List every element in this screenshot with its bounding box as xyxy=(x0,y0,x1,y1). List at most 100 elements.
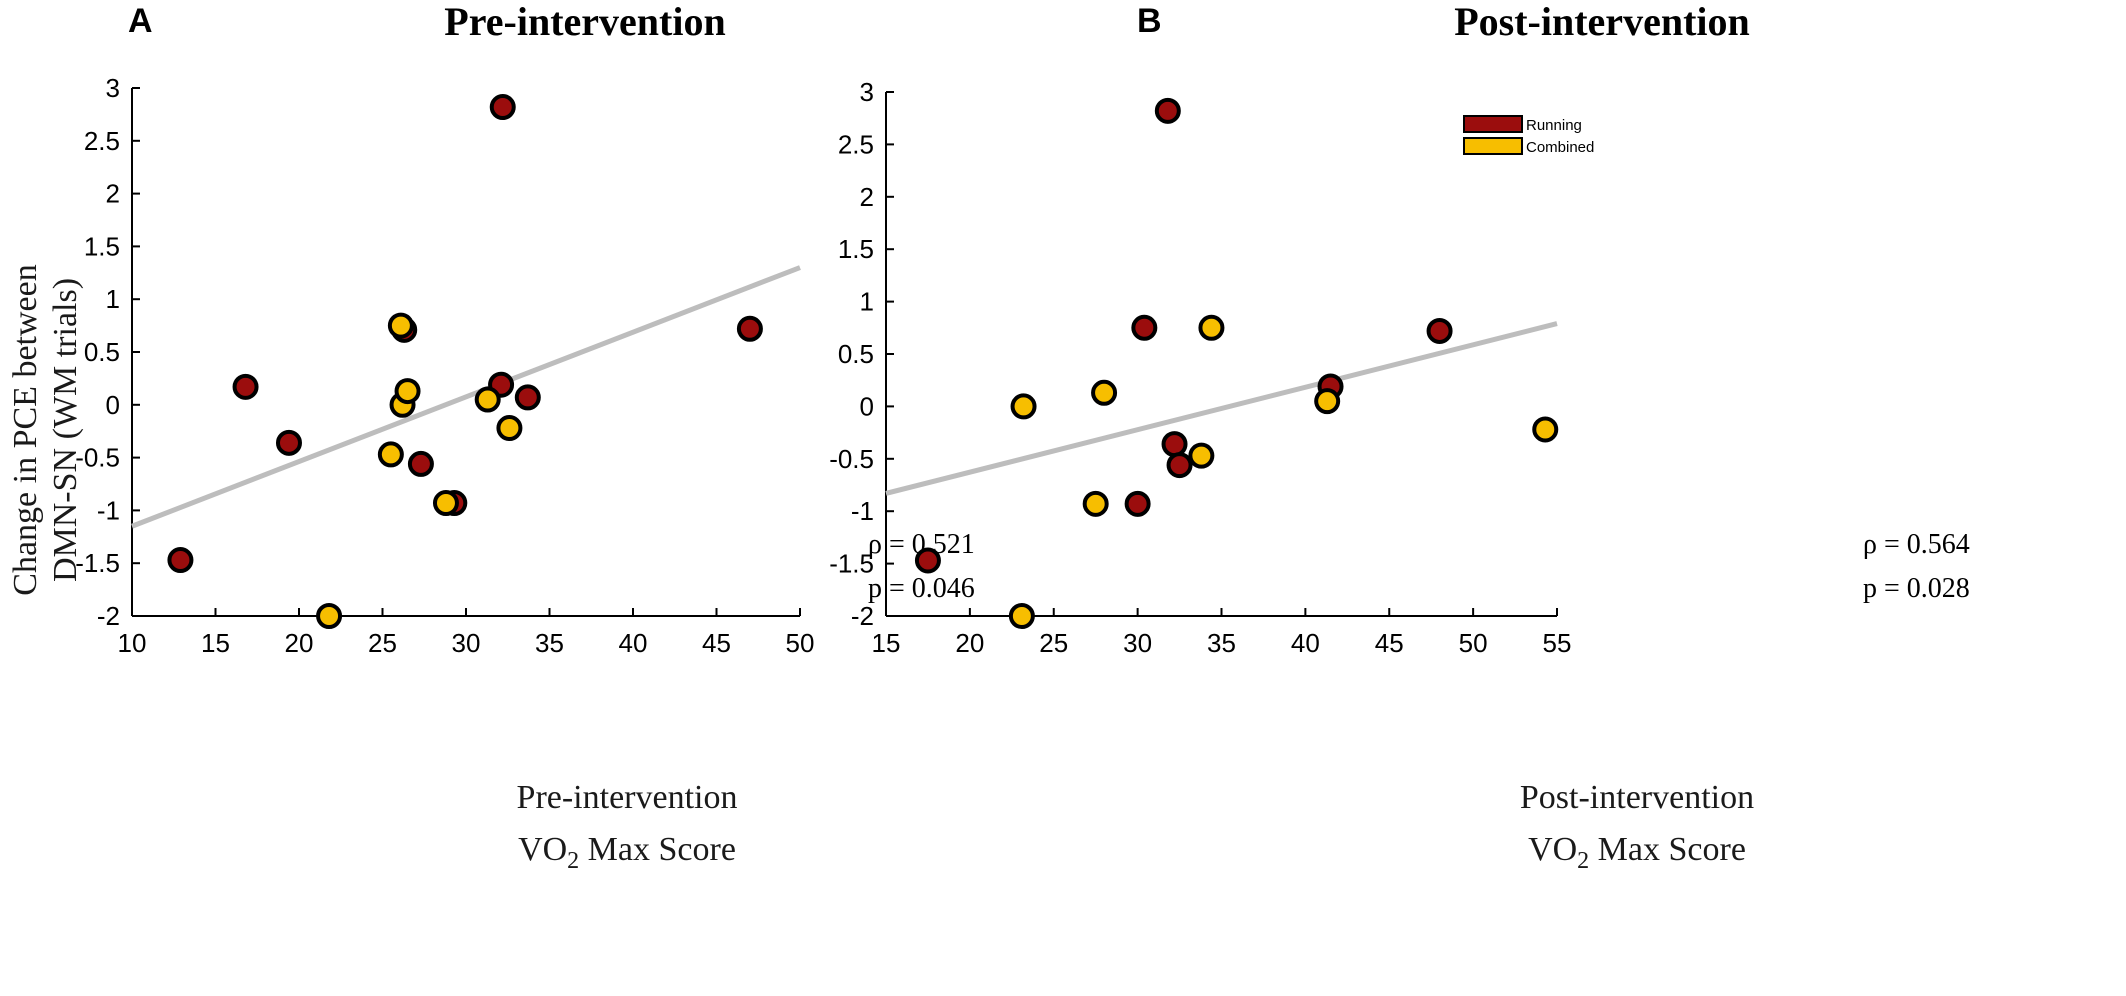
panel-b-x-tick-label: 15 xyxy=(872,628,901,658)
legend-label-running: Running xyxy=(1526,117,1582,134)
panel-b-point-combined xyxy=(1008,603,1035,629)
panel-a-x-tick-label: 10 xyxy=(118,628,147,658)
panel-b-point-running xyxy=(1124,490,1151,517)
panel-b-stat-rho: ρ = 0.564 xyxy=(1863,529,1970,560)
panel-b-point-running xyxy=(1166,452,1193,479)
panel-a-fit-line xyxy=(131,265,801,529)
panel-b-x-tick-label: 25 xyxy=(1039,628,1068,658)
panel-a-plot: -2 -1.5 -1 -0.5 0 0.5 1 1.5 2 2.5 3 10 15 20 25 30 35 40 4… xyxy=(75,73,814,658)
panel-a-y-tick-label: 2.5 xyxy=(84,126,120,156)
panel-b-point-combined xyxy=(1188,442,1215,469)
panel-b-point-running xyxy=(1131,314,1158,341)
panel-b-y-tick-label: 0 xyxy=(860,391,874,421)
y-axis-label-line2: DMN-SN (WM trials) xyxy=(47,278,84,582)
panel-b-y-tick-label: -1 xyxy=(851,496,874,526)
panel-b-x-tick-label: 50 xyxy=(1459,628,1488,658)
panel-a-point-running xyxy=(167,547,194,574)
legend-swatch-running xyxy=(1463,115,1523,133)
panel-b-point-running xyxy=(914,547,941,574)
panel-b-point-combined xyxy=(1010,393,1037,420)
panel-b-point-running xyxy=(1154,97,1181,124)
panel-a-y-tick-label: 2 xyxy=(106,179,120,209)
panel-b-x-label-vo: VO xyxy=(1528,831,1577,868)
panel-a-y-tick-label: -1.5 xyxy=(75,548,120,578)
panel-b-y-tick-label: 2.5 xyxy=(838,129,874,159)
panel-a-x-tick-label: 20 xyxy=(285,628,314,658)
y-axis-label-line1: Change in PCE between xyxy=(7,264,44,595)
panel-b-x-label-sub: 2 xyxy=(1577,848,1589,874)
panel-b-point-combined xyxy=(1314,388,1341,415)
panel-b-x-tick-label: 55 xyxy=(1543,628,1572,658)
panel-a-x-label-vo: VO xyxy=(518,831,567,868)
panel-a-x-label-line2: VO2 Max Score xyxy=(518,831,736,874)
panel-a-point-running xyxy=(489,94,516,121)
panel-a-title: Pre-intervention xyxy=(444,0,725,44)
panel-a-point-combined xyxy=(474,386,501,413)
panel-a-point-combined xyxy=(394,378,421,405)
panel-a-y-tick-label: -0.5 xyxy=(75,443,120,473)
panel-a-x-tick-label: 35 xyxy=(535,628,564,658)
panel-b-y-tick-label: 2 xyxy=(860,182,874,212)
panel-a-letter: A xyxy=(128,2,153,40)
panel-a-point-running xyxy=(736,315,763,342)
panel-b-y-tick-label: -0.5 xyxy=(829,444,874,474)
panel-b-y-tick-label: 3 xyxy=(860,77,874,107)
panel-a-x-tick-label: 30 xyxy=(452,628,481,658)
panel-a-point-running xyxy=(275,429,302,456)
panel-a-y-tick-label: 1 xyxy=(106,284,120,314)
panel-a-y-tick-label: 3 xyxy=(106,73,120,103)
panel-a-point-running xyxy=(407,450,434,477)
panel-a-y-tick-label: 0.5 xyxy=(84,337,120,367)
panel-a-x-tick-label: 45 xyxy=(702,628,731,658)
panel-b-stat-p: p = 0.028 xyxy=(1863,573,1970,604)
panel-b-x-label-line1: Post-intervention xyxy=(1520,779,1754,816)
panel-a-y-tick-label: 1.5 xyxy=(84,231,120,261)
panel-b-point-combined xyxy=(1532,416,1559,443)
panel-b-point-combined xyxy=(1082,490,1109,517)
panel-a-point-running xyxy=(232,373,259,400)
panel-b-plot: -2 -1.5 -1 -0.5 0 0.5 1 1.5 2 2.5 3 15 20 25 30 35 40 45 5… xyxy=(829,77,1571,658)
panel-b-point-running xyxy=(1161,431,1188,458)
panel-b-y-tick-label: 1.5 xyxy=(838,234,874,264)
panel-a-point-running xyxy=(514,384,541,411)
panel-a-point-combined xyxy=(387,312,414,339)
panel-a-y-tick-label: -2 xyxy=(97,601,120,631)
panel-a-x-tick-label: 15 xyxy=(201,628,230,658)
panel-a-x-label-sub: 2 xyxy=(567,848,579,874)
panel-a-x-label-rest: Max Score xyxy=(579,831,736,868)
panel-a-point-combined xyxy=(432,490,459,517)
panel-a-x-label-line1: Pre-intervention xyxy=(517,779,738,816)
panel-b: B Post-intervention Post-intervention VO… xyxy=(829,0,1970,874)
panel-b-x-tick-label: 35 xyxy=(1207,628,1236,658)
legend-swatch-combined xyxy=(1463,137,1523,155)
panel-b-point-combined xyxy=(1198,314,1225,341)
panel-b-x-tick-label: 40 xyxy=(1291,628,1320,658)
panel-b-x-tick-label: 45 xyxy=(1375,628,1404,658)
panel-b-x-tick-label: 20 xyxy=(955,628,984,658)
panel-b-letter: B xyxy=(1137,2,1162,40)
panel-a-y-tick-label: 0 xyxy=(106,390,120,420)
panel-b-legend: Running Combined xyxy=(1463,115,1594,156)
panel-b-y-tick-label: -1.5 xyxy=(829,549,874,579)
panel-a-stat-p: p = 0.046 xyxy=(868,573,975,604)
legend-label-combined: Combined xyxy=(1526,139,1594,156)
panel-a-x-tick-label: 50 xyxy=(786,628,815,658)
panel-b-x-label-rest: Max Score xyxy=(1589,831,1746,868)
panel-b-y-tick-label: -2 xyxy=(851,601,874,631)
panel-b-y-tick-label: 0.5 xyxy=(838,339,874,369)
panel-a-x-tick-label: 25 xyxy=(368,628,397,658)
panel-b-fit-line xyxy=(885,321,1558,496)
panel-b-point-combined xyxy=(1091,379,1118,406)
panel-b-title: Post-intervention xyxy=(1454,0,1750,44)
panel-a: A Pre-intervention Change in PCE between… xyxy=(7,0,975,874)
panel-a-x-tick-label: 40 xyxy=(619,628,648,658)
panel-a-y-tick-label: -1 xyxy=(97,495,120,525)
panel-a-point-combined xyxy=(377,441,404,468)
panel-b-x-label-line2: VO2 Max Score xyxy=(1528,831,1746,874)
panel-b-point-running xyxy=(1426,317,1453,344)
panel-b-x-tick-label: 30 xyxy=(1123,628,1152,658)
panel-a-point-combined xyxy=(316,603,343,629)
panel-a-point-combined xyxy=(496,415,523,442)
panel-b-y-tick-label: 1 xyxy=(860,287,874,317)
